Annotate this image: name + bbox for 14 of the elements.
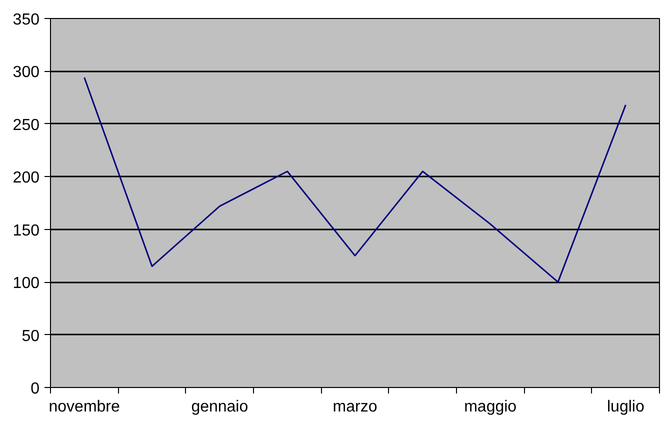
y-tick-label: 350 [12,12,40,28]
y-tick-label: 0 [30,380,40,398]
y-tick-label: 300 [12,64,40,82]
y-tick-label: 250 [12,116,40,134]
y-tick-label: 50 [22,328,40,345]
y-tick-label: 200 [12,170,40,187]
x-tick-label: luglio [606,398,644,416]
x-tick-label: gennaio [191,398,248,416]
y-tick-label: 100 [12,275,40,292]
x-tick-label: maggio [464,398,517,416]
line-series [84,76,626,283]
y-tick-label: 150 [12,222,40,240]
x-tick-label: novembre [48,398,120,416]
x-tick-label: marzo [332,398,378,416]
